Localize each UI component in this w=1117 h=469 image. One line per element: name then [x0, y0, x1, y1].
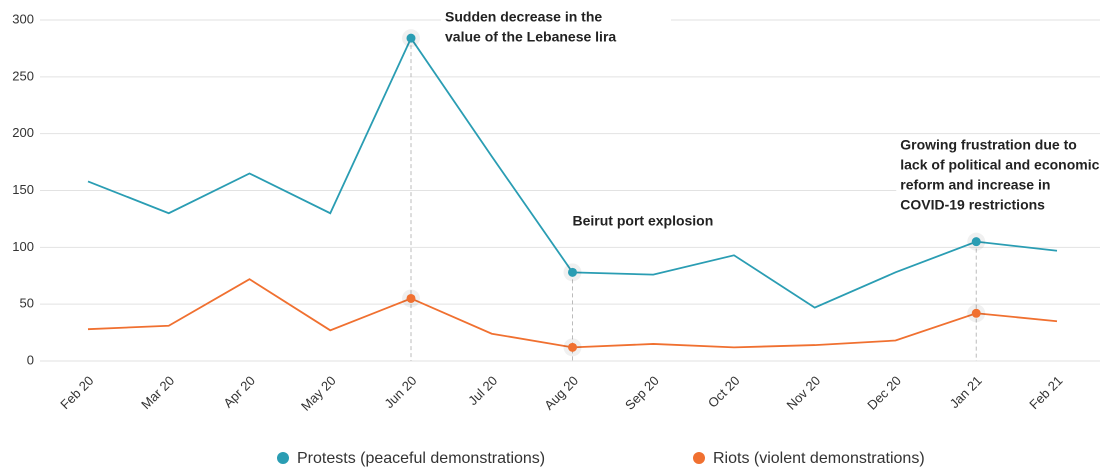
point	[971, 308, 981, 318]
point	[568, 267, 577, 277]
annotation-text: reform and increase in	[900, 177, 1050, 193]
x-tick-label: May 20	[298, 373, 339, 414]
x-tick-label: Sep 20	[622, 373, 662, 413]
legend-label: Riots (violent demonstrations)	[713, 450, 925, 467]
y-tick-label: 200	[12, 125, 34, 140]
y-tick-label: 100	[12, 239, 34, 254]
point	[568, 342, 577, 352]
legend-label: Protests (peaceful demonstrations)	[297, 450, 545, 467]
point	[406, 33, 416, 43]
x-tick-label: Feb 20	[57, 373, 96, 412]
x-tick-label: Aug 20	[541, 373, 581, 413]
x-tick-label: Apr 20	[220, 373, 258, 411]
legend-swatch	[277, 452, 289, 464]
point	[971, 237, 981, 247]
x-tick-label: Jun 20	[381, 373, 419, 411]
x-tick-label: Jul 20	[465, 373, 500, 408]
y-tick-label: 0	[27, 352, 34, 367]
legend-swatch	[693, 452, 705, 464]
x-tick-label: Feb 21	[1026, 373, 1065, 412]
annotation-text: COVID-19 restrictions	[900, 197, 1045, 213]
annotation-text: Growing frustration due to	[900, 137, 1077, 153]
annotation-bg	[896, 136, 1117, 216]
point	[406, 293, 416, 303]
x-tick-label: Mar 20	[138, 373, 177, 412]
annotation-text: Sudden decrease in the	[445, 9, 602, 25]
y-tick-label: 250	[12, 68, 34, 83]
x-tick-label: Dec 20	[864, 373, 904, 413]
x-tick-label: Oct 20	[705, 373, 743, 411]
y-tick-label: 150	[12, 182, 34, 197]
y-tick-label: 50	[20, 296, 34, 311]
x-tick-label: Nov 20	[784, 373, 824, 413]
y-tick-label: 300	[12, 11, 34, 26]
annotation-text: value of the Lebanese lira	[445, 29, 616, 45]
annotation-text: lack of political and economic	[900, 157, 1099, 173]
annotation-bg	[441, 8, 671, 48]
annotation-text: Beirut port explosion	[573, 213, 714, 229]
x-tick-label: Jan 21	[947, 373, 985, 411]
annotation-bg	[568, 212, 799, 232]
